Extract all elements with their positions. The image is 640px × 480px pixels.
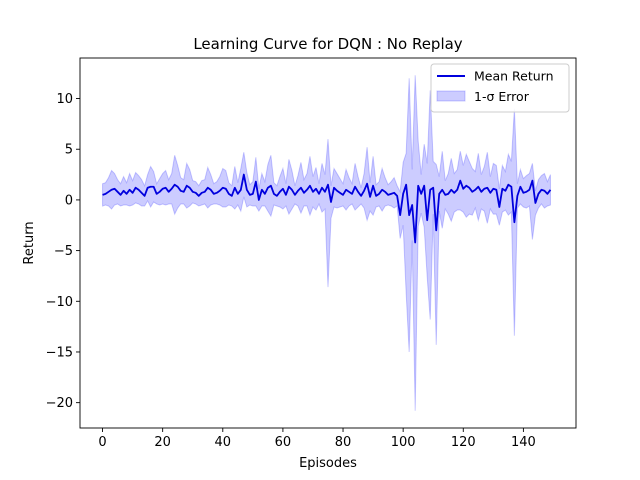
data-layer (102, 75, 552, 411)
x-tick-label: 40 (215, 435, 232, 450)
x-tick-label: 20 (154, 435, 171, 450)
y-tick-label: −15 (46, 345, 73, 360)
chart-title: Learning Curve for DQN : No Replay (193, 35, 462, 53)
legend-error-band-swatch (436, 90, 466, 102)
x-tick-label: 80 (335, 435, 352, 450)
error-band (102, 75, 551, 411)
x-tick-label: 100 (391, 435, 416, 450)
y-tick-label: 10 (56, 92, 73, 107)
y-tick-label: −20 (46, 396, 73, 411)
legend-frame (430, 63, 570, 113)
plot-area: 0 20 40 60 80 100 120 140 −20 −15 −10 −5 0 5 10 (46, 57, 577, 450)
y-tick-label: 0 (65, 193, 73, 208)
y-tick-label: −10 (46, 295, 73, 310)
mean-return-line (102, 173, 552, 244)
x-axis-label: Episodes (299, 456, 357, 471)
legend-error-band-label: 1-σ Error (474, 89, 530, 104)
axes-frame (79, 57, 577, 429)
legend-mean-return-label: Mean Return (474, 69, 554, 84)
x-tick-label: 120 (451, 435, 476, 450)
x-tick-label: 0 (98, 435, 106, 450)
y-tick-label: 5 (65, 143, 73, 158)
legend: Mean Return 1-σ Error (430, 63, 570, 113)
y-axis-label: Return (22, 221, 37, 264)
y-tick-label: −5 (54, 244, 73, 259)
x-tick-label: 60 (275, 435, 292, 450)
x-tick-label: 140 (511, 435, 536, 450)
tick-layer: 0 20 40 60 80 100 120 140 −20 −15 −10 −5 0 5 10 (46, 92, 536, 450)
